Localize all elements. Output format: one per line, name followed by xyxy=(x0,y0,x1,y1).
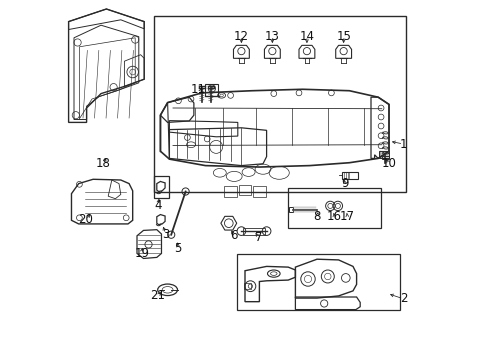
Text: 10: 10 xyxy=(382,157,396,170)
Text: 6: 6 xyxy=(230,229,237,242)
Text: 11: 11 xyxy=(191,83,206,96)
Text: 1: 1 xyxy=(400,138,407,150)
Text: 9: 9 xyxy=(342,177,349,190)
Text: 4: 4 xyxy=(154,199,162,212)
Text: 18: 18 xyxy=(96,157,111,170)
Text: 14: 14 xyxy=(299,30,315,42)
Text: 8: 8 xyxy=(313,210,320,222)
Bar xyxy=(288,188,381,228)
Text: 3: 3 xyxy=(162,228,170,240)
Text: 20: 20 xyxy=(78,213,93,226)
Text: 19: 19 xyxy=(134,247,149,260)
Text: 2: 2 xyxy=(400,292,407,305)
Text: 7: 7 xyxy=(255,231,263,244)
Text: 16: 16 xyxy=(327,210,342,222)
Text: 13: 13 xyxy=(265,30,280,42)
Bar xyxy=(237,254,400,310)
Text: 5: 5 xyxy=(174,242,181,255)
Text: 21: 21 xyxy=(150,289,166,302)
Text: 15: 15 xyxy=(336,30,351,42)
Bar xyxy=(154,16,406,192)
Text: 12: 12 xyxy=(234,30,249,42)
Text: 17: 17 xyxy=(340,210,355,222)
